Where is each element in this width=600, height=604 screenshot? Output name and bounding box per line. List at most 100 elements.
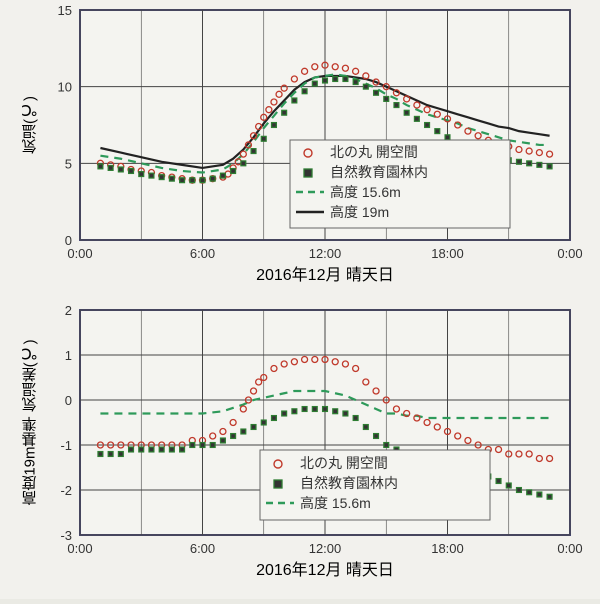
svg-text:北の丸 開空間: 北の丸 開空間 xyxy=(330,144,418,160)
marker-square xyxy=(221,438,226,443)
marker-square xyxy=(108,452,113,457)
marker-square xyxy=(547,164,552,169)
marker-square xyxy=(251,425,256,430)
marker-square xyxy=(292,409,297,414)
svg-text:5: 5 xyxy=(65,156,72,171)
marker-square xyxy=(302,89,307,94)
marker-square xyxy=(527,161,532,166)
marker-square xyxy=(159,175,164,180)
marker-square xyxy=(323,78,328,83)
svg-text:-1: -1 xyxy=(60,438,72,453)
marker-square xyxy=(404,110,409,115)
svg-text:6:00: 6:00 xyxy=(190,246,215,261)
svg-text:18:00: 18:00 xyxy=(431,246,464,261)
marker-square xyxy=(272,416,277,421)
marker-square xyxy=(333,77,338,82)
marker-square xyxy=(312,81,317,86)
marker-square xyxy=(210,443,215,448)
svg-text:-2: -2 xyxy=(60,483,72,498)
marker-square xyxy=(180,178,185,183)
svg-text:2: 2 xyxy=(65,303,72,318)
svg-text:12:00: 12:00 xyxy=(309,541,342,556)
marker-square xyxy=(118,452,123,457)
marker-square xyxy=(180,447,185,452)
svg-text:10: 10 xyxy=(58,80,72,95)
svg-text:高度 19m: 高度 19m xyxy=(330,204,389,220)
marker-square xyxy=(272,123,277,128)
svg-text:自然教育園林内: 自然教育園林内 xyxy=(330,164,428,180)
marker-square xyxy=(384,443,389,448)
marker-square xyxy=(149,173,154,178)
svg-text:2016年12月 晴天日: 2016年12月 晴天日 xyxy=(256,561,394,579)
marker-square xyxy=(333,409,338,414)
marker-square xyxy=(108,166,113,171)
marker-square xyxy=(210,176,215,181)
marker-square xyxy=(353,80,358,85)
marker-square xyxy=(251,149,256,154)
marker-square xyxy=(343,77,348,82)
marker-square xyxy=(139,172,144,177)
marker-square xyxy=(537,492,542,497)
marker-square xyxy=(363,84,368,89)
marker-square xyxy=(496,479,501,484)
marker-square xyxy=(547,494,552,499)
marker-square xyxy=(323,407,328,412)
ylabel-top: 気温(℃) xyxy=(22,96,39,154)
marker-square xyxy=(169,447,174,452)
marker-square xyxy=(261,136,266,141)
marker-square xyxy=(221,173,226,178)
marker-square xyxy=(282,110,287,115)
svg-text:北の丸 開空間: 北の丸 開空間 xyxy=(300,455,388,471)
svg-text:15: 15 xyxy=(58,3,72,18)
svg-text:1: 1 xyxy=(65,348,72,363)
marker-square xyxy=(537,162,542,167)
marker-square xyxy=(425,123,430,128)
marker-square xyxy=(149,447,154,452)
marker-square xyxy=(506,483,511,488)
svg-text:0: 0 xyxy=(65,393,72,408)
marker-square xyxy=(445,135,450,140)
marker-square xyxy=(200,443,205,448)
svg-text:2016年12月 晴天日: 2016年12月 晴天日 xyxy=(256,266,394,284)
marker-square xyxy=(241,161,246,166)
marker-square xyxy=(190,443,195,448)
marker-square xyxy=(292,98,297,103)
marker-square xyxy=(169,176,174,181)
marker-square xyxy=(231,169,236,174)
marker-square xyxy=(384,97,389,102)
svg-text:自然教育園林内: 自然教育園林内 xyxy=(300,475,398,491)
marker-square xyxy=(159,447,164,452)
marker-square xyxy=(118,167,123,172)
marker-square xyxy=(517,488,522,493)
marker-square xyxy=(302,407,307,412)
marker-square xyxy=(129,169,134,174)
svg-text:18:00: 18:00 xyxy=(431,541,464,556)
marker-square xyxy=(139,447,144,452)
marker-square xyxy=(414,116,419,121)
svg-text:0:00: 0:00 xyxy=(67,246,92,261)
marker-square xyxy=(231,434,236,439)
marker-square xyxy=(312,407,317,412)
marker-square xyxy=(261,420,266,425)
marker-square xyxy=(353,416,358,421)
marker-square xyxy=(190,178,195,183)
marker-square xyxy=(98,164,103,169)
marker-square xyxy=(517,159,522,164)
marker-square xyxy=(363,425,368,430)
marker-square xyxy=(282,411,287,416)
svg-text:0:00: 0:00 xyxy=(557,246,582,261)
marker-square xyxy=(200,178,205,183)
svg-text:0:00: 0:00 xyxy=(557,541,582,556)
marker-square xyxy=(241,429,246,434)
marker-square xyxy=(343,411,348,416)
marker-square xyxy=(394,103,399,108)
svg-text:12:00: 12:00 xyxy=(309,246,342,261)
svg-text:高度 15.6m: 高度 15.6m xyxy=(330,184,401,200)
marker-square xyxy=(98,452,103,457)
marker-square xyxy=(527,490,532,495)
marker-square xyxy=(374,90,379,95)
svg-text:6:00: 6:00 xyxy=(190,541,215,556)
marker-square xyxy=(129,447,134,452)
svg-text:高度 15.6m: 高度 15.6m xyxy=(300,495,371,511)
svg-text:0:00: 0:00 xyxy=(67,541,92,556)
